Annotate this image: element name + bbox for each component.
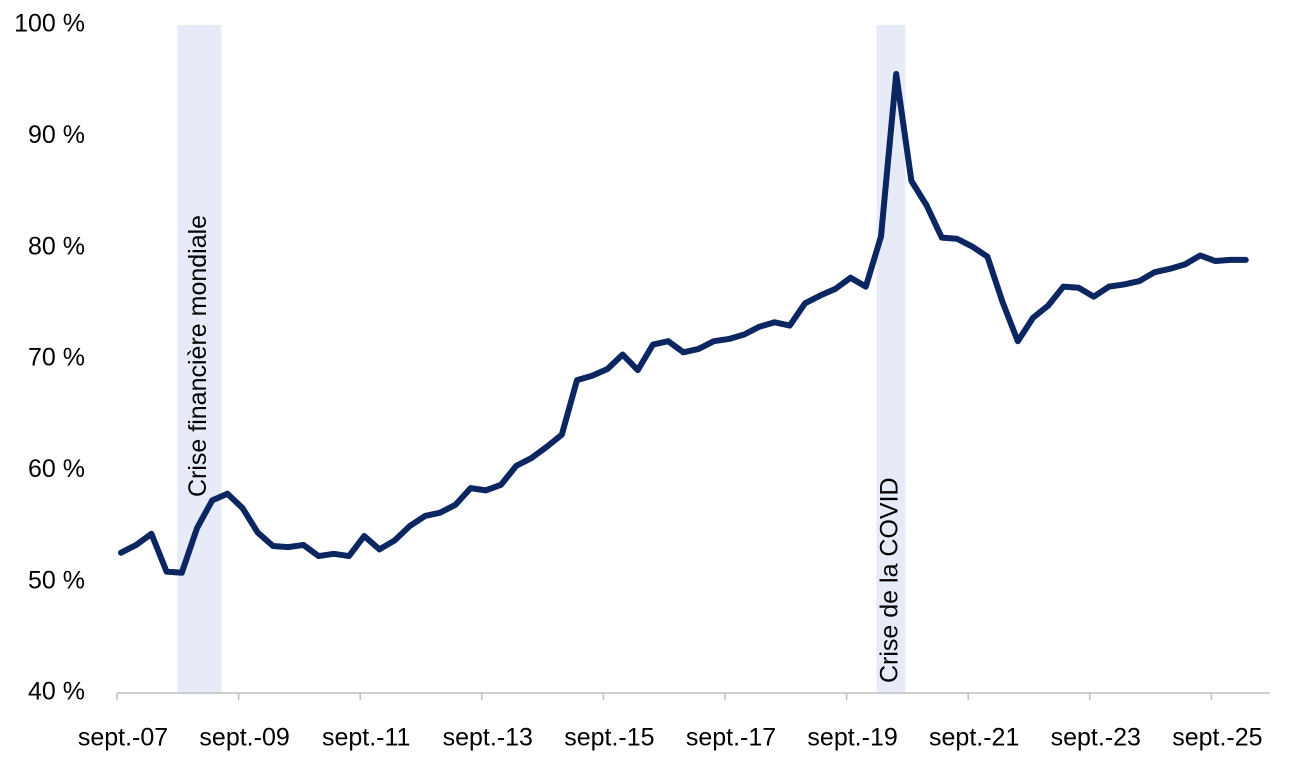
- x-tick-label: sept.-21: [929, 724, 1019, 752]
- x-tick-label: sept.-11: [322, 724, 410, 752]
- y-tick-label: 70 %: [28, 344, 85, 372]
- y-tick-label: 40 %: [28, 678, 85, 706]
- y-tick-label: 80 %: [28, 232, 85, 260]
- y-tick-label: 100 %: [14, 10, 85, 38]
- shaded-period: [177, 25, 222, 693]
- x-tick-label: sept.-17: [686, 724, 776, 752]
- x-tick-label: sept.-19: [807, 724, 897, 752]
- x-tick-label: sept.-13: [443, 724, 533, 752]
- x-tick-label: sept.-07: [78, 724, 168, 752]
- period-label: Crise de la COVID: [875, 477, 903, 683]
- line-series: [118, 70, 1249, 576]
- x-tick-label: sept.-23: [1051, 724, 1141, 752]
- x-tick-label: sept.-09: [199, 724, 289, 752]
- y-tick-label: 50 %: [28, 566, 85, 594]
- period-label: Crise financière mondiale: [184, 215, 212, 497]
- y-tick-label: 60 %: [28, 455, 85, 483]
- y-tick-label: 90 %: [28, 121, 85, 149]
- x-tick-label: sept.-25: [1172, 724, 1262, 752]
- x-tick-label: sept.-15: [564, 724, 654, 752]
